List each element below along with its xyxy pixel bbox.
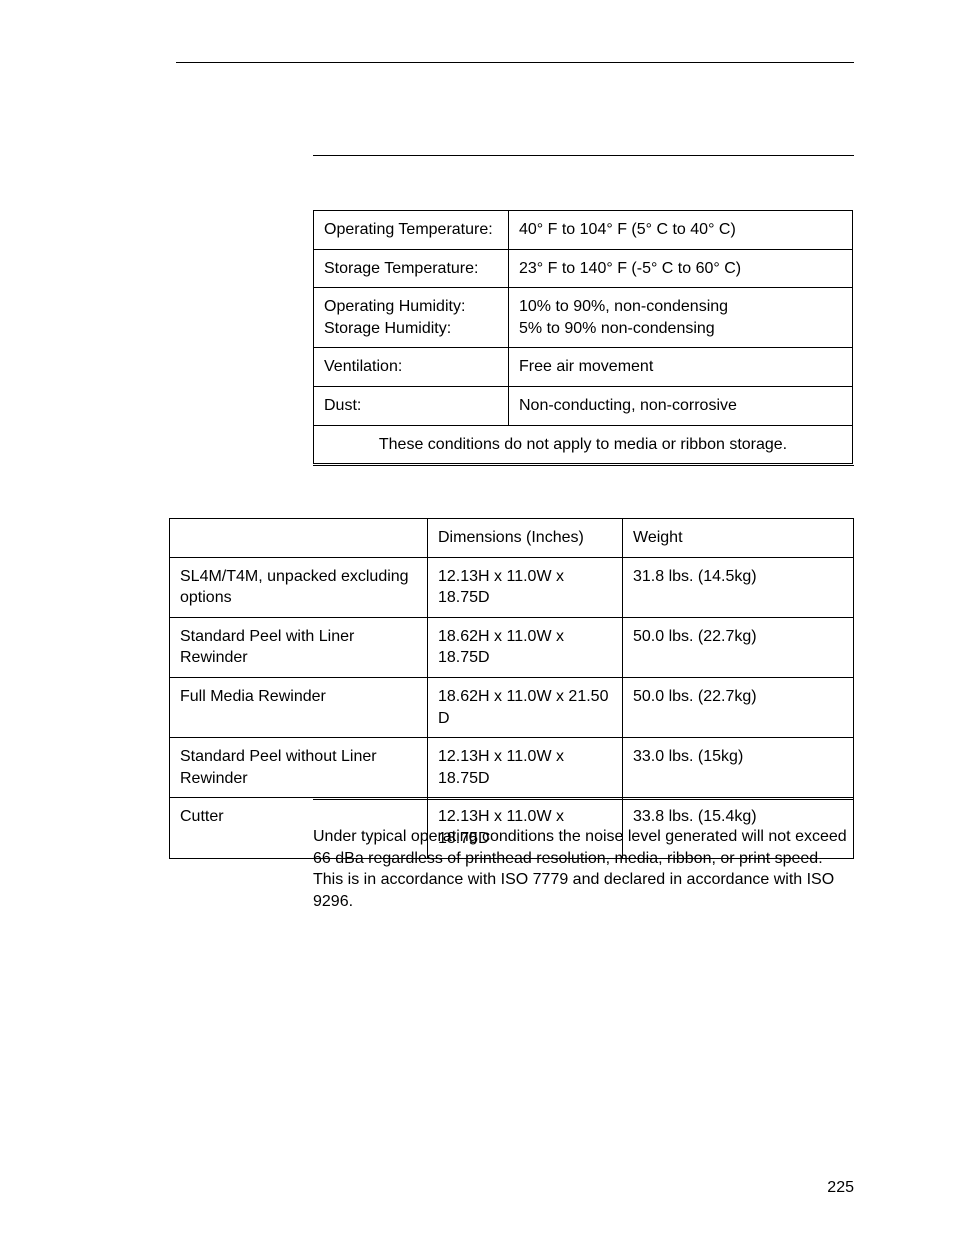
spec-value: 40° F to 104° F (5° C to 40° C) xyxy=(509,211,853,250)
spec-value: 31.8 lbs. (14.5kg) xyxy=(623,557,854,617)
spec-value: Free air movement xyxy=(509,348,853,387)
spec-label: Standard Peel without Liner Rewinder xyxy=(170,738,428,798)
spec-value: 12.13H x 11.0W x 18.75D xyxy=(428,557,623,617)
spec-label: Operating Humidity:Storage Humidity: xyxy=(314,288,509,348)
spec-value: 33.0 lbs. (15kg) xyxy=(623,738,854,798)
table-row: Standard Peel with Liner Rewinder 18.62H… xyxy=(170,617,854,677)
table-row: Full Media Rewinder 18.62H x 11.0W x 21.… xyxy=(170,677,854,737)
spec-label: Ventilation: xyxy=(314,348,509,387)
spec-label: Dust: xyxy=(314,386,509,425)
spec-label: Storage Temperature: xyxy=(314,249,509,288)
spec-value: 23° F to 140° F (-5° C to 60° C) xyxy=(509,249,853,288)
spec-header xyxy=(170,519,428,558)
table-header-row: Dimensions (Inches) Weight xyxy=(170,519,854,558)
table-row: Operating Humidity:Storage Humidity: 10%… xyxy=(314,288,853,348)
table-row: Ventilation: Free air movement xyxy=(314,348,853,387)
spec-header: Weight xyxy=(623,519,854,558)
spec-value: 50.0 lbs. (22.7kg) xyxy=(623,617,854,677)
table-row: SL4M/T4M, unpacked excluding options 12.… xyxy=(170,557,854,617)
table-row: Dust: Non-conducting, non-corrosive xyxy=(314,386,853,425)
section-rule-3 xyxy=(313,799,854,800)
table-row: Standard Peel without Liner Rewinder 12.… xyxy=(170,738,854,798)
spec-value: 18.62H x 11.0W x 18.75D xyxy=(428,617,623,677)
spec-label: Standard Peel with Liner Rewinder xyxy=(170,617,428,677)
spec-value: Non-conducting, non-corrosive xyxy=(509,386,853,425)
spec-label: SL4M/T4M, unpacked excluding options xyxy=(170,557,428,617)
spec-label: Full Media Rewinder xyxy=(170,677,428,737)
spec-header: Dimensions (Inches) xyxy=(428,519,623,558)
table-row: Storage Temperature: 23° F to 140° F (-5… xyxy=(314,249,853,288)
section-rule-2 xyxy=(313,465,854,466)
environmental-specs-table: Operating Temperature: 40° F to 104° F (… xyxy=(313,210,853,464)
table-row: These conditions do not apply to media o… xyxy=(314,425,853,464)
top-horizontal-rule xyxy=(176,62,854,63)
spec-value: 18.62H x 11.0W x 21.50 D xyxy=(428,677,623,737)
spec-label: Operating Temperature: xyxy=(314,211,509,250)
spec-value: 12.13H x 11.0W x 18.75D xyxy=(428,738,623,798)
section-rule-1 xyxy=(313,155,854,156)
dimensions-weight-table: Dimensions (Inches) Weight SL4M/T4M, unp… xyxy=(169,518,854,859)
table-row: Operating Temperature: 40° F to 104° F (… xyxy=(314,211,853,250)
spec-value: 10% to 90%, non-condensing5% to 90% non-… xyxy=(509,288,853,348)
page-number: 225 xyxy=(827,1179,854,1197)
spec-value: 50.0 lbs. (22.7kg) xyxy=(623,677,854,737)
spec-footer-note: These conditions do not apply to media o… xyxy=(314,425,853,464)
acoustic-spec-paragraph: Under typical operating conditions the n… xyxy=(313,826,854,912)
